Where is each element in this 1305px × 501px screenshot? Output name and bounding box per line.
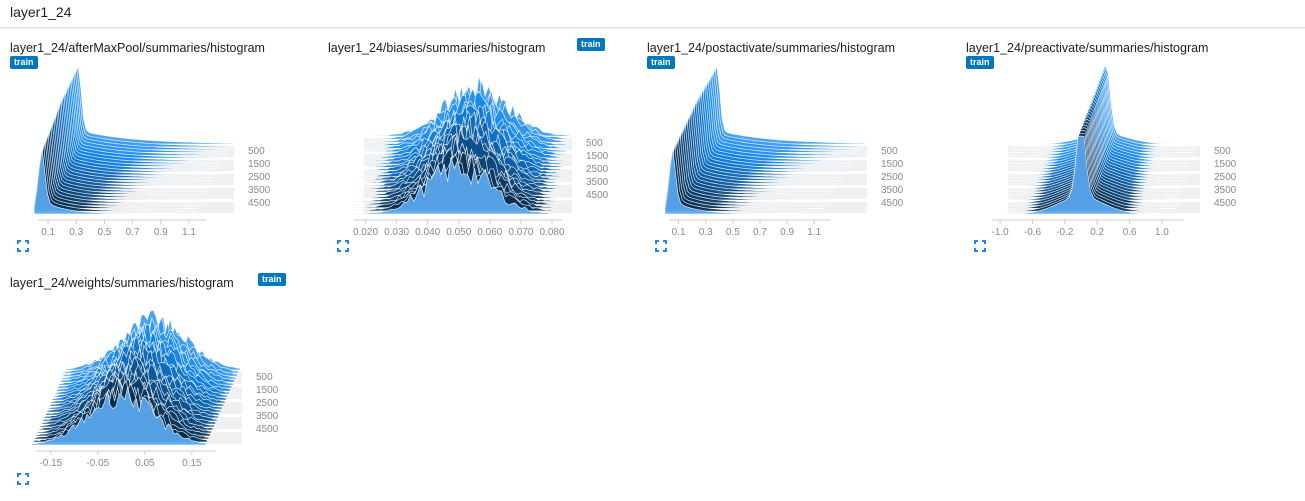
histogram-card-aftermaxpool: layer1_24/afterMaxPool/summaries/histogr… (10, 41, 320, 266)
run-badge: train (577, 38, 605, 51)
x-tick-label: 0.030 (384, 227, 409, 238)
fullscreen-icon[interactable] (974, 240, 986, 252)
x-tick-label: 0.040 (415, 227, 440, 238)
x-tick-label: 0.020 (353, 227, 378, 238)
histogram-plot: 500 1500 2500 3500 4500 0.1 0.3 0.5 0.7 0.9 1.1 (33, 65, 271, 238)
y-tick-label: 2500 (248, 172, 271, 183)
x-tick-label: 0.05 (135, 458, 155, 469)
chart-title: layer1_24/preactivate/summaries/histogra… (966, 41, 1209, 55)
y-tick-label: 1500 (1214, 159, 1237, 170)
run-badge: train (647, 56, 675, 69)
fullscreen-icon[interactable] (17, 240, 29, 252)
y-tick-label: 2500 (1214, 172, 1237, 183)
y-tick-label: 4500 (881, 198, 904, 209)
step-band (66, 202, 234, 213)
y-tick-label: 4500 (248, 198, 271, 209)
y-tick-label: 1500 (248, 159, 271, 170)
x-tick-label: 1.0 (1155, 227, 1169, 238)
y-tick-label: 3500 (248, 185, 271, 196)
x-tick-label: -1.0 (992, 227, 1010, 238)
chart-title: layer1_24/afterMaxPool/summaries/histogr… (10, 41, 265, 55)
histogram-slice (33, 148, 196, 215)
x-tick-label: -0.15 (39, 458, 62, 469)
x-tick-label: -0.6 (1024, 227, 1042, 238)
histogram-plot: 500 1500 2500 3500 4500 0.1 0.3 0.5 0.7 0.9 1.1 (664, 65, 904, 238)
histogram-card-preactivate: layer1_24/preactivate/summaries/histogra… (966, 41, 1276, 266)
x-tick-label: 0.070 (508, 227, 533, 238)
x-tick-label: 1.1 (182, 227, 196, 238)
y-tick-label: 500 (248, 146, 265, 157)
x-tick-label: 1.1 (807, 227, 821, 238)
x-tick-label: 0.5 (726, 227, 740, 238)
y-tick-label: 2500 (256, 398, 279, 409)
x-tick-label: 0.050 (446, 227, 471, 238)
x-tick-label: 0.3 (699, 227, 713, 238)
y-tick-label: 500 (1214, 146, 1231, 157)
y-tick-label: 3500 (256, 411, 279, 422)
histogram-card-postactivate: layer1_24/postactivate/summaries/histogr… (647, 41, 957, 266)
y-tick-label: 3500 (881, 185, 904, 196)
x-tick-label: 0.2 (1090, 227, 1104, 238)
histogram-slice (69, 65, 233, 145)
y-tick-label: 1500 (586, 151, 609, 162)
x-tick-label: -0.2 (1056, 227, 1074, 238)
histogram-card-biases: layer1_24/biases/summaries/histogram tra… (328, 38, 638, 266)
x-tick-label: 0.1 (41, 227, 55, 238)
chart-title: layer1_24/biases/summaries/histogram (328, 41, 546, 55)
step-band (705, 202, 867, 213)
run-badge: train (258, 273, 286, 286)
y-tick-label: 4500 (586, 190, 609, 201)
y-tick-label: 3500 (1214, 185, 1237, 196)
histogram-slice (988, 135, 1174, 215)
y-tick-label: 4500 (256, 424, 279, 435)
y-tick-label: 3500 (586, 177, 609, 188)
histogram-slice (664, 148, 821, 215)
chart-title: layer1_24/postactivate/summaries/histogr… (647, 41, 896, 55)
x-tick-label: 0.15 (182, 458, 202, 469)
x-tick-label: 0.080 (539, 227, 564, 238)
y-tick-label: 4500 (1214, 198, 1237, 209)
y-tick-label: 500 (881, 146, 898, 157)
group-header[interactable]: layer1_24 (0, 0, 1305, 28)
x-tick-label: 0.6 (1123, 227, 1137, 238)
histogram-slice (31, 386, 207, 446)
histogram-plot: 500 1500 2500 3500 4500 -0.15 -0.05 0.05 0.15 (31, 309, 279, 469)
x-tick-label: 0.9 (154, 227, 168, 238)
run-badge: train (10, 56, 38, 69)
x-tick-label: 0.5 (97, 227, 111, 238)
step-band (66, 188, 234, 199)
fullscreen-icon[interactable] (337, 240, 349, 252)
x-tick-label: 0.7 (126, 227, 140, 238)
x-tick-label: 0.060 (477, 227, 502, 238)
y-tick-label: 1500 (881, 159, 904, 170)
x-tick-label: -0.05 (86, 458, 109, 469)
y-tick-label: 2500 (881, 172, 904, 183)
histogram-plot: 500 1500 2500 3500 4500 0.020 0.030 0.040 0.050 0… (349, 75, 609, 238)
x-tick-label: 0.3 (69, 227, 83, 238)
histogram-plot: 500 1500 2500 3500 4500 -1.0 -0.6 -0.2 0.2 0.6 1.0 (988, 65, 1237, 238)
histogram-card-weights: layer1_24/weights/summaries/histogram tr… (10, 273, 320, 501)
y-tick-label: 500 (586, 138, 603, 149)
y-tick-label: 1500 (256, 385, 279, 396)
histogram-slice (349, 156, 553, 215)
fullscreen-icon[interactable] (17, 473, 29, 485)
chart-title: layer1_24/weights/summaries/histogram (10, 276, 234, 290)
fullscreen-icon[interactable] (655, 240, 667, 252)
y-tick-label: 500 (256, 372, 273, 383)
run-badge: train (966, 56, 994, 69)
x-tick-label: 0.7 (753, 227, 767, 238)
histogram-slice (708, 65, 866, 145)
group-title: layer1_24 (10, 4, 72, 20)
y-tick-label: 2500 (586, 164, 609, 175)
x-tick-label: 0.1 (672, 227, 686, 238)
x-tick-label: 0.9 (780, 227, 794, 238)
step-band (705, 188, 867, 199)
